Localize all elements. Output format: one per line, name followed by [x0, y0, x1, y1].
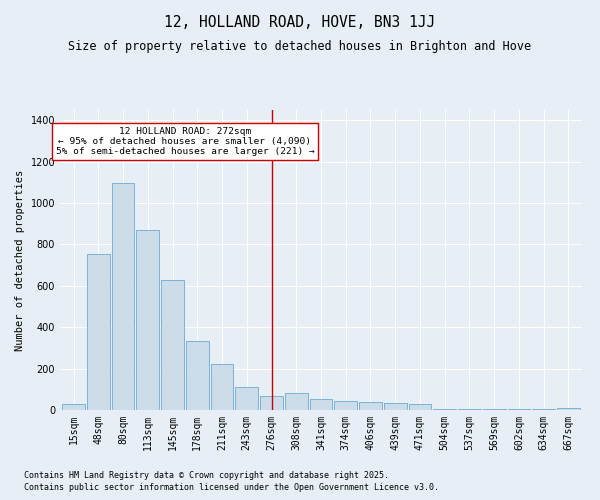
Bar	[112, 184, 134, 410]
Bar	[285, 394, 308, 410]
Bar	[136, 230, 159, 410]
Bar	[161, 280, 184, 410]
Bar	[483, 409, 506, 410]
Bar	[235, 387, 258, 410]
Bar	[508, 409, 530, 410]
Bar	[310, 398, 332, 410]
Bar	[433, 409, 456, 410]
Bar	[87, 254, 110, 410]
Bar	[334, 400, 357, 410]
Text: 12 HOLLAND ROAD: 272sqm
← 95% of detached houses are smaller (4,090)
5% of semi-: 12 HOLLAND ROAD: 272sqm ← 95% of detache…	[56, 126, 314, 156]
Bar	[557, 408, 580, 410]
Bar	[260, 396, 283, 410]
Text: 12, HOLLAND ROAD, HOVE, BN3 1JJ: 12, HOLLAND ROAD, HOVE, BN3 1JJ	[164, 15, 436, 30]
Bar	[458, 409, 481, 410]
Text: Contains public sector information licensed under the Open Government Licence v3: Contains public sector information licen…	[24, 484, 439, 492]
Bar	[384, 403, 407, 410]
Text: Size of property relative to detached houses in Brighton and Hove: Size of property relative to detached ho…	[68, 40, 532, 53]
Y-axis label: Number of detached properties: Number of detached properties	[15, 170, 25, 350]
Bar	[62, 404, 85, 410]
Bar	[409, 404, 431, 410]
Bar	[359, 402, 382, 410]
Text: Contains HM Land Registry data © Crown copyright and database right 2025.: Contains HM Land Registry data © Crown c…	[24, 471, 389, 480]
Bar	[186, 340, 209, 410]
Bar	[211, 364, 233, 410]
